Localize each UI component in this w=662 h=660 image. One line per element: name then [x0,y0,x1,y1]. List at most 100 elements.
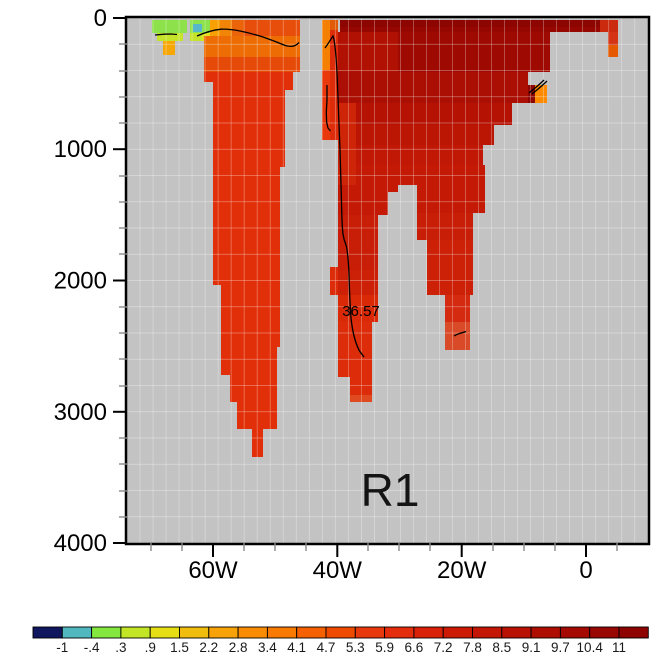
data-cell [213,72,293,90]
colorbar-tick-label: 11 [612,640,626,655]
data-cell [338,322,372,377]
data-cell [237,402,277,429]
data-cell [244,20,300,36]
data-cell [600,20,618,32]
data-cells [152,20,618,457]
colorbar-segment [384,626,415,639]
colorbar-segment [618,626,649,639]
data-cell [322,20,330,70]
colorbar-tick-label: .3 [115,640,126,655]
colorbar-tick-label: 3.4 [258,640,277,655]
colorbar-segment [296,626,327,639]
data-cell [338,72,528,103]
colorbar-segment [559,626,591,639]
colorbar-tick-label: 2.8 [229,640,248,655]
panel-title: R1 [361,464,420,516]
data-cell [417,213,473,240]
data-cell [204,72,213,82]
x-tick-label: 20W [437,557,487,584]
data-cell [338,103,512,125]
data-cell [157,33,183,41]
data-cell [338,103,356,185]
data-cell [338,165,485,185]
colorbar-segment [472,626,503,639]
colorbar-segment [413,626,444,639]
contour-value-label: 36.57 [342,303,380,320]
data-cell [427,240,473,295]
colorbar-tick-label: 5.3 [346,640,365,655]
y-tick-label: 3000 [54,399,107,426]
colorbar-tick-label: 2.2 [199,640,218,655]
data-cell [330,30,338,140]
data-cell [338,215,378,270]
colorbar-segment [179,626,210,639]
data-cell [528,85,535,103]
data-cell [163,41,175,55]
data-cell [398,32,550,72]
data-cell [338,145,483,165]
colorbar-segment [530,626,561,639]
x-tick-label: 60W [188,557,238,584]
data-cell [221,285,280,347]
data-cell [445,295,470,322]
colorbar-tick-label: 1.5 [170,640,189,655]
data-cell [193,24,202,32]
data-cell [350,395,372,402]
colorbar-segment [32,626,63,639]
colorbar-tick-label: 6.6 [405,640,424,655]
data-cell [338,32,398,72]
colorbar-segment [325,626,356,639]
colorbar-tick-label: 4.7 [317,640,336,655]
data-cell [152,20,187,33]
data-cell [445,322,470,350]
colorbar-segment [91,626,122,639]
data-cell [204,57,300,72]
colorbar-segment [266,626,298,639]
data-cell [220,20,232,36]
colorbar-tick-label: 10.4 [577,640,604,655]
data-cell [213,90,285,167]
x-axis: 60W 40W 20W 0 [150,543,618,584]
data-cell [252,429,263,457]
data-cell [210,20,220,36]
colorbar-tick-label: 9.7 [551,640,570,655]
y-tick-label: 1000 [54,136,107,163]
data-cell [338,192,388,215]
colorbar-segment [501,626,532,639]
colorbar-tick-label: -1 [56,640,68,655]
colorbar-segment [120,626,151,639]
data-cell [417,185,485,213]
y-tick-label: 2000 [54,268,107,295]
colorbar-tick-label: 7.8 [463,640,482,655]
colorbar-tick-label: 7.2 [434,640,453,655]
colorbar-tick-label: 8.5 [492,640,511,655]
colorbar-tick-label: -.4 [84,640,100,655]
colorbar-segment [354,626,386,639]
y-axis: 0 1000 2000 3000 4000 [54,5,127,557]
data-cell [608,32,618,45]
data-cell [350,377,372,395]
data-cell [330,20,338,30]
grid-lines [127,18,648,543]
colorbar: -1 -.4 .3 .9 1.5 2.2 2.8 3.4 4.1 4.7 5.3 5.9 6.6 7.2 7… [32,626,649,655]
colorbar-segment [237,626,268,639]
y-tick-label: 0 [94,5,107,32]
x-tick-label: 40W [313,557,363,584]
colorbar-segment [589,626,620,639]
data-cell [230,375,277,402]
colorbar-tick-label: 9.1 [522,640,541,655]
colorbar-tick-label: 4.1 [287,640,306,655]
colorbar-segment [149,626,180,639]
data-cell [338,125,494,145]
data-cell [213,167,280,285]
colorbar-segment [442,626,473,639]
data-cell [322,70,330,140]
x-tick-label: 0 [579,557,592,584]
colorbar-tick-label: 5.9 [375,640,394,655]
colorbar-tick-label: .9 [145,640,156,655]
colorbar-segment [208,626,239,639]
data-cell [340,20,600,27]
